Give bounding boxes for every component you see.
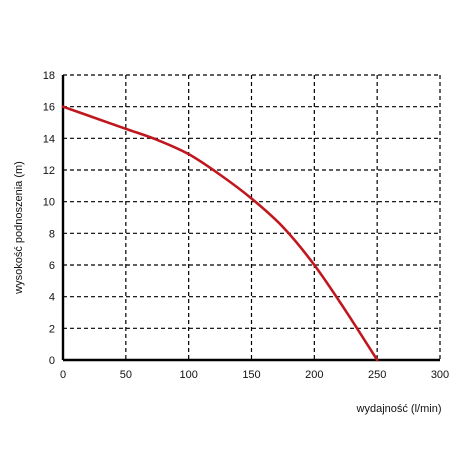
y-tick-label: 4 bbox=[49, 292, 55, 304]
series-line bbox=[61, 105, 379, 362]
y-axis-title: wysokość podnoszenia (m) bbox=[13, 161, 25, 295]
tick-labels: 0 50 100 150 200 250 300 0 2 4 6 8 10 12 14 16 18 bbox=[43, 70, 449, 381]
x-tick-label: 200 bbox=[305, 369, 323, 381]
grid-lines bbox=[63, 74, 441, 360]
series-layer bbox=[61, 105, 379, 362]
x-tick-label: 100 bbox=[179, 369, 197, 381]
x-axis-title: wydajność (l/min) bbox=[356, 403, 442, 415]
y-tick-label: 2 bbox=[49, 323, 55, 335]
y-tick-label: 14 bbox=[43, 133, 55, 145]
y-tick-label: 6 bbox=[49, 260, 55, 272]
x-tick-label: 0 bbox=[60, 369, 66, 381]
y-tick-label: 8 bbox=[49, 228, 55, 240]
y-tick-label: 18 bbox=[43, 70, 55, 82]
x-tick-label: 300 bbox=[431, 369, 449, 381]
y-tick-label: 0 bbox=[49, 355, 55, 367]
x-tick-label: 50 bbox=[120, 369, 132, 381]
y-tick-label: 16 bbox=[43, 102, 55, 114]
x-tick-label: 250 bbox=[368, 369, 386, 381]
x-tick-label: 150 bbox=[242, 369, 260, 381]
y-tick-label: 12 bbox=[43, 165, 55, 177]
y-tick-label: 10 bbox=[43, 197, 55, 209]
